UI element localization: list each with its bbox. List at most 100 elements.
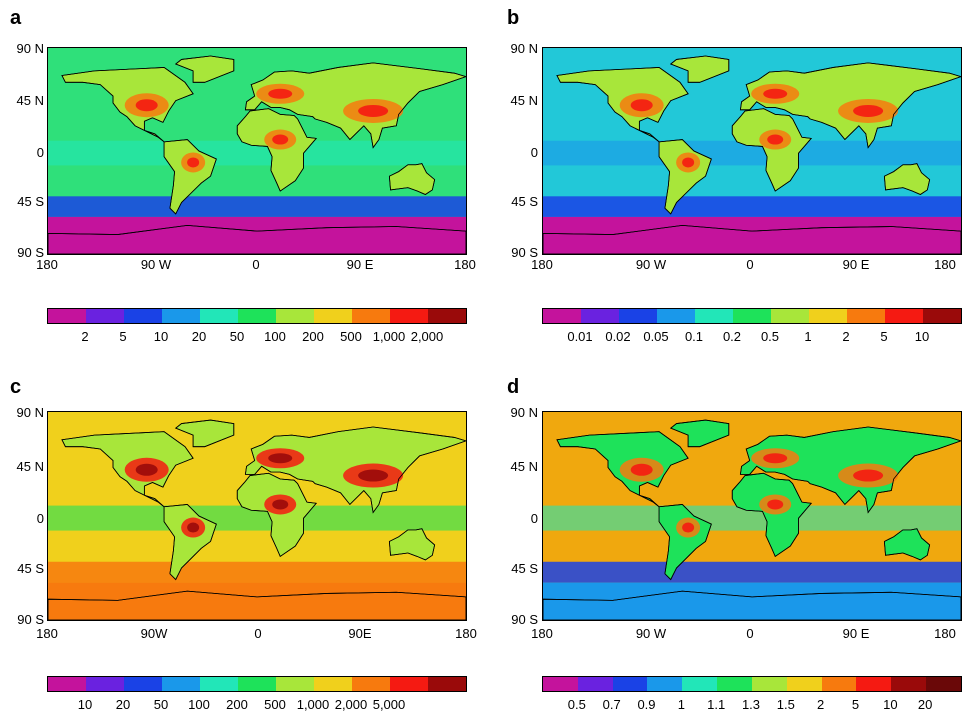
colorbar-swatch — [751, 677, 787, 691]
colorbar-swatch — [200, 677, 238, 691]
lon-label-90w: 90 W — [140, 257, 172, 272]
lon-label-90e: 90E — [348, 626, 372, 641]
colorbar-swatch — [856, 677, 892, 691]
panel-letter: a — [10, 7, 22, 29]
colorbar-tick-label: 2 — [842, 329, 850, 344]
colorbar-tick-label: 1,000 — [296, 697, 330, 712]
colorbar-swatch — [428, 309, 466, 323]
colorbar-tick-label: 1,000 — [372, 329, 406, 344]
lat-label-90n: 90 N — [16, 405, 44, 420]
lat-label-0: 0 — [36, 145, 44, 160]
lon-label-90w: 90W — [140, 626, 168, 641]
colorbar-tick-label: 10 — [153, 329, 169, 344]
colorbar-swatch — [612, 677, 648, 691]
colorbar-tick-label: 1 — [804, 329, 812, 344]
colorbar-tick-label: 0.05 — [643, 329, 669, 344]
colorbar-tick-label: 2,000 — [410, 329, 444, 344]
colorbar-b — [542, 308, 962, 324]
colorbar-d — [542, 676, 962, 692]
world-map — [48, 412, 466, 620]
lat-label-45s: 45 S — [17, 561, 44, 576]
map-b — [542, 47, 962, 255]
colorbar-tick-label: 500 — [340, 329, 362, 344]
colorbar-tick-label: 0.01 — [567, 329, 593, 344]
colorbar-tick-label: 5 — [851, 697, 860, 712]
colorbar-swatch — [276, 309, 314, 323]
colorbar-swatch — [733, 309, 771, 323]
colorbar-tick-label: 0.5 — [760, 329, 780, 344]
lat-label-45n: 45 N — [510, 93, 538, 108]
colorbar-swatch — [352, 677, 390, 691]
colorbar-tick-label: 20 — [917, 697, 933, 712]
lon-label-180w: 180 — [531, 626, 553, 641]
map-d — [542, 411, 962, 621]
colorbar-tick-label: 2 — [817, 697, 825, 712]
panel-letter: d — [507, 376, 520, 398]
colorbar-tick-label: 1.5 — [776, 697, 795, 712]
colorbar-swatch — [695, 309, 733, 323]
colorbar-tick-label: 50 — [153, 697, 169, 712]
panel-letter: c — [10, 376, 22, 398]
colorbar-tick-label: 2,000 — [334, 697, 368, 712]
colorbar-swatch — [390, 677, 428, 691]
colorbar-tick-label: 0.2 — [722, 329, 742, 344]
colorbar-tick-label: 50 — [229, 329, 245, 344]
map-a — [47, 47, 467, 255]
colorbar-swatch — [717, 677, 752, 691]
colorbar-tick-label: 10 — [914, 329, 930, 344]
panel-letter: b — [507, 7, 520, 29]
colorbar-swatch — [619, 309, 657, 323]
lon-label-90e: 90 E — [842, 626, 870, 641]
colorbar-tick-label: 5 — [119, 329, 127, 344]
colorbar-tick-label: 2 — [81, 329, 89, 344]
lon-label-180e: 180 — [934, 626, 956, 641]
colorbar-swatch — [48, 309, 86, 323]
colorbar-tick-label: 5 — [880, 329, 888, 344]
colorbar-tick-label: 100 — [264, 329, 286, 344]
colorbar-tick-label: 200 — [226, 697, 248, 712]
colorbar-swatch — [926, 677, 961, 691]
colorbar-swatch — [682, 677, 718, 691]
colorbar-swatch — [647, 677, 683, 691]
lon-label-90e: 90 E — [842, 257, 870, 272]
lat-label-0: 0 — [530, 145, 538, 160]
colorbar-tick-label: 500 — [264, 697, 286, 712]
colorbar-swatch — [885, 309, 923, 323]
colorbar-swatch — [771, 309, 809, 323]
colorbar-swatch — [162, 677, 200, 691]
lon-label-180e: 180 — [934, 257, 956, 272]
lon-label-180w: 180 — [531, 257, 553, 272]
lon-label-180e: 180 — [455, 626, 477, 641]
lon-label-0: 0 — [746, 626, 754, 641]
colorbar-tick-label: 1.1 — [707, 697, 726, 712]
colorbar-swatch — [543, 309, 581, 323]
colorbar-swatch — [238, 677, 276, 691]
lat-label-45n: 45 N — [16, 459, 44, 474]
colorbar-swatch — [543, 677, 578, 691]
colorbar-swatch — [314, 309, 352, 323]
colorbar-swatch — [891, 677, 927, 691]
lon-label-180e: 180 — [454, 257, 476, 272]
colorbar-tick-label: 10 — [883, 697, 898, 712]
colorbar-c — [47, 676, 467, 692]
lat-label-45n: 45 N — [510, 459, 538, 474]
lon-label-180w: 180 — [36, 626, 58, 641]
map-c — [47, 411, 467, 621]
colorbar-tick-label: 0.9 — [637, 697, 656, 712]
lon-label-90w: 90 W — [635, 626, 667, 641]
colorbar-swatch — [314, 677, 352, 691]
colorbar-swatch — [923, 309, 961, 323]
lat-label-0: 0 — [36, 511, 44, 526]
lon-label-0: 0 — [254, 626, 262, 641]
colorbar-swatch — [821, 677, 857, 691]
lat-label-90n: 90 N — [510, 405, 538, 420]
lat-label-90n: 90 N — [16, 41, 44, 56]
colorbar-swatch — [786, 677, 822, 691]
colorbar-tick-label: 0.02 — [605, 329, 631, 344]
colorbar-tick-label: 0.5 — [567, 697, 586, 712]
lat-label-90s: 90 S — [511, 245, 538, 260]
colorbar-tick-label: 10 — [77, 697, 93, 712]
colorbar-a — [47, 308, 467, 324]
lat-label-90n: 90 N — [510, 41, 538, 56]
lat-label-90s: 90 S — [17, 245, 44, 260]
